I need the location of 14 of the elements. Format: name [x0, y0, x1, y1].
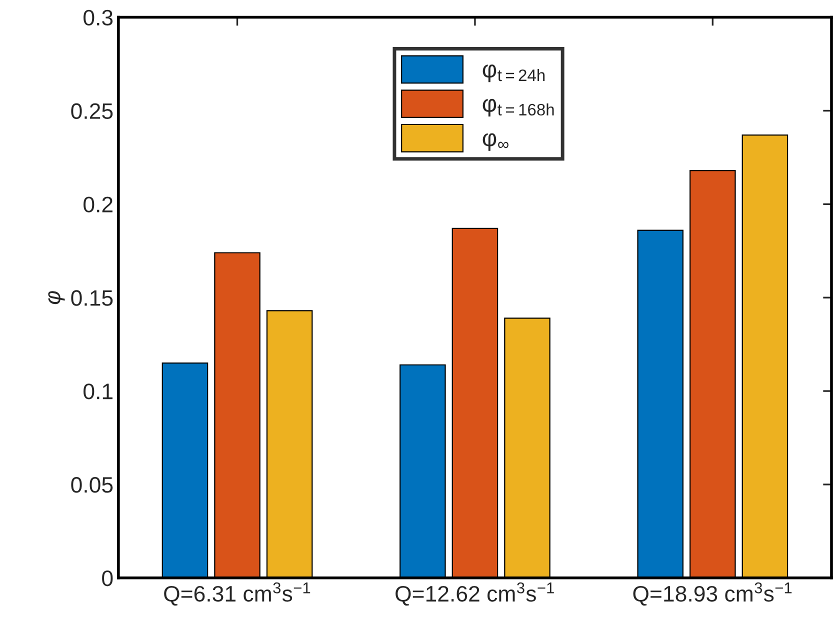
y-tick-label: 0.1 [84, 384, 112, 400]
y-tick-label: 0.3 [84, 10, 113, 26]
legend-label: φ$_{t=168h}$ [482, 98, 554, 117]
legend-label: φ$_{t=24h}$ [482, 64, 545, 82]
x-tick-label: Q=18.93 cm$^{3}$s$^{−1}$ [633, 582, 792, 606]
y-tick-label: 0.15 [71, 290, 113, 306]
x-tick-label: Q=12.62 cm$^{3}$s$^{−1}$ [396, 582, 554, 606]
y-tick-label: 0.2 [84, 196, 112, 212]
y-tick-label: 0.25 [71, 103, 113, 119]
x-tick-label: Q=6.31 cm$^{3}$s$^{−1}$ [164, 582, 310, 606]
y-tick-label: 0 [102, 570, 113, 586]
legend-label: φ$_{∞}$ [482, 133, 508, 151]
y-tick-label: 0.05 [71, 477, 113, 493]
y-axis-title: φ [48, 291, 65, 304]
